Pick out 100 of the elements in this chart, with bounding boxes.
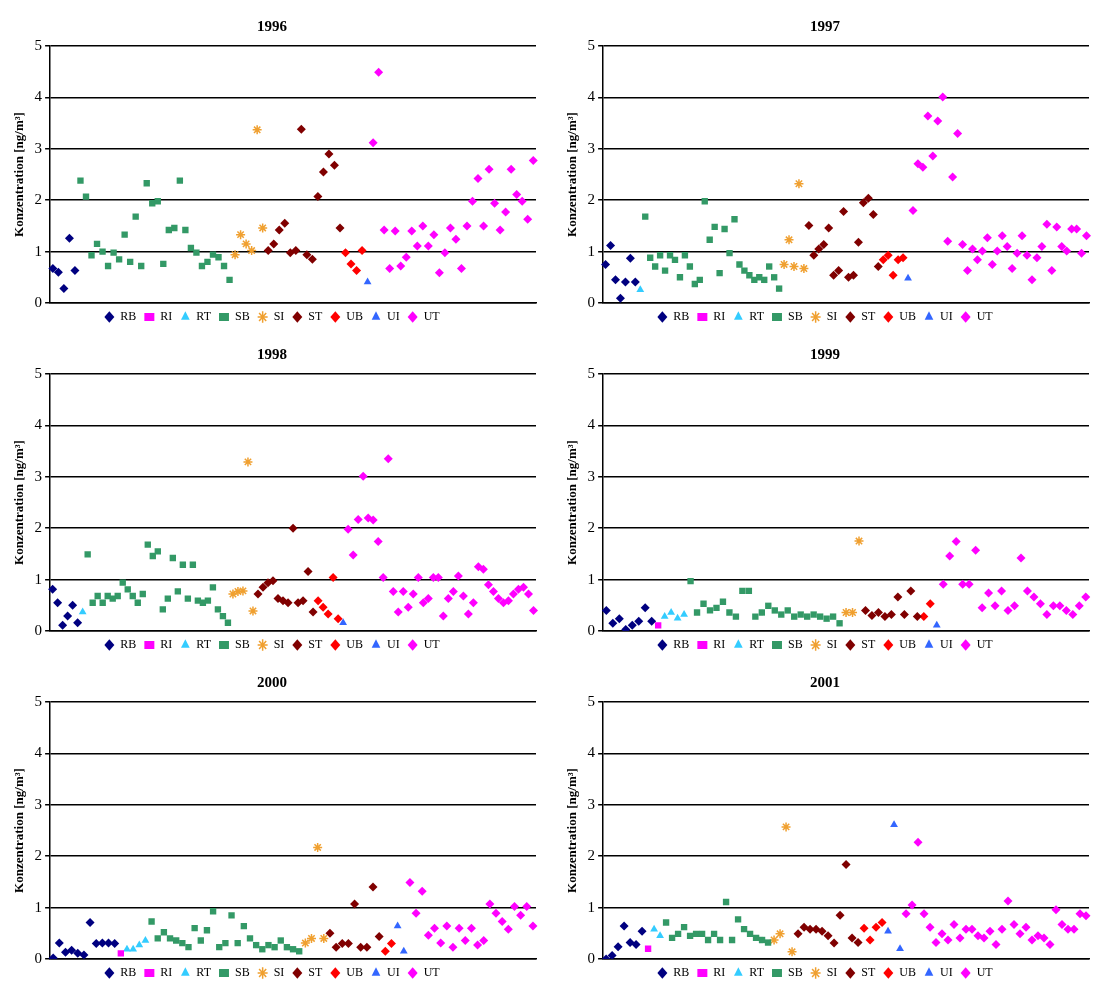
point: [636, 285, 645, 292]
point: [529, 605, 538, 615]
point: [778, 611, 785, 618]
point: [235, 229, 246, 240]
y-tick-label: 2: [587, 519, 596, 536]
y-tick-label: 2: [587, 191, 596, 208]
point: [411, 908, 421, 918]
point: [642, 213, 649, 220]
legend-label: RB: [120, 309, 137, 324]
point: [403, 602, 413, 612]
legend-label: UT: [976, 309, 994, 324]
point: [1032, 253, 1042, 263]
legend-label: RI: [160, 965, 173, 980]
point: [656, 931, 664, 939]
point: [448, 942, 458, 952]
point: [1016, 553, 1026, 563]
point: [229, 249, 241, 260]
legend-label: SB: [787, 965, 803, 980]
point: [1022, 586, 1032, 596]
y-tick-label: 3: [34, 139, 43, 156]
point: [1057, 241, 1067, 251]
point: [495, 225, 505, 235]
point: [923, 111, 933, 121]
point: [766, 263, 773, 270]
point: [430, 923, 440, 933]
point: [48, 264, 58, 274]
point: [726, 249, 733, 257]
point: [1015, 929, 1025, 939]
legend-label: SB: [234, 309, 250, 324]
point: [713, 604, 720, 612]
point: [906, 586, 916, 596]
point: [110, 939, 120, 949]
legend-label: RI: [713, 637, 726, 652]
point: [791, 613, 798, 620]
y-tick-label: 0: [34, 293, 43, 310]
point: [913, 159, 923, 169]
point: [331, 942, 341, 952]
point: [865, 935, 875, 945]
point: [1042, 610, 1052, 620]
point: [303, 566, 313, 576]
point: [368, 515, 378, 525]
point: [778, 259, 790, 270]
point: [953, 128, 963, 138]
point: [78, 607, 87, 615]
point: [335, 223, 345, 233]
point: [925, 599, 935, 609]
point: [997, 586, 1007, 596]
point: [686, 263, 694, 270]
point: [716, 270, 723, 277]
point: [341, 248, 351, 258]
point: [442, 921, 452, 931]
point: [613, 942, 623, 952]
point: [823, 931, 833, 941]
point: [1081, 592, 1091, 602]
point: [325, 928, 335, 938]
point: [739, 587, 746, 595]
point: [528, 921, 538, 931]
y-tick-label: 1: [34, 242, 43, 259]
point: [64, 233, 74, 243]
legend-label: RT: [749, 637, 765, 652]
point: [625, 253, 635, 263]
point: [166, 935, 174, 942]
point: [860, 605, 870, 615]
point: [943, 935, 953, 945]
y-tick-label: 5: [587, 364, 596, 381]
point: [491, 908, 501, 918]
point: [516, 910, 526, 920]
legend-label: UT: [976, 965, 994, 980]
point: [893, 592, 903, 602]
point: [1075, 909, 1085, 919]
point: [135, 940, 144, 948]
point: [509, 902, 519, 912]
y-tick-label: 4: [34, 416, 43, 433]
point: [490, 198, 500, 208]
point: [904, 273, 912, 281]
point: [399, 946, 408, 954]
point: [1039, 933, 1049, 943]
point: [323, 609, 333, 619]
point: [873, 608, 883, 617]
y-axis-title: Konzentration [ng/m³]: [11, 440, 27, 565]
point: [271, 944, 278, 951]
point: [1035, 599, 1045, 609]
point: [868, 210, 878, 220]
point: [1002, 241, 1012, 251]
point: [357, 246, 367, 256]
point: [871, 922, 881, 932]
point: [385, 264, 395, 274]
point: [816, 613, 824, 620]
legend-label: UB: [346, 965, 363, 980]
point: [810, 611, 817, 618]
point: [839, 207, 849, 217]
point: [274, 225, 284, 235]
legend-label: UT: [423, 965, 441, 980]
point: [660, 612, 669, 619]
point: [721, 225, 728, 233]
point: [798, 263, 810, 274]
point: [819, 239, 829, 249]
point: [396, 261, 406, 271]
point: [1027, 935, 1037, 945]
y-axis-title: Konzentration [ng/m³]: [564, 440, 580, 565]
